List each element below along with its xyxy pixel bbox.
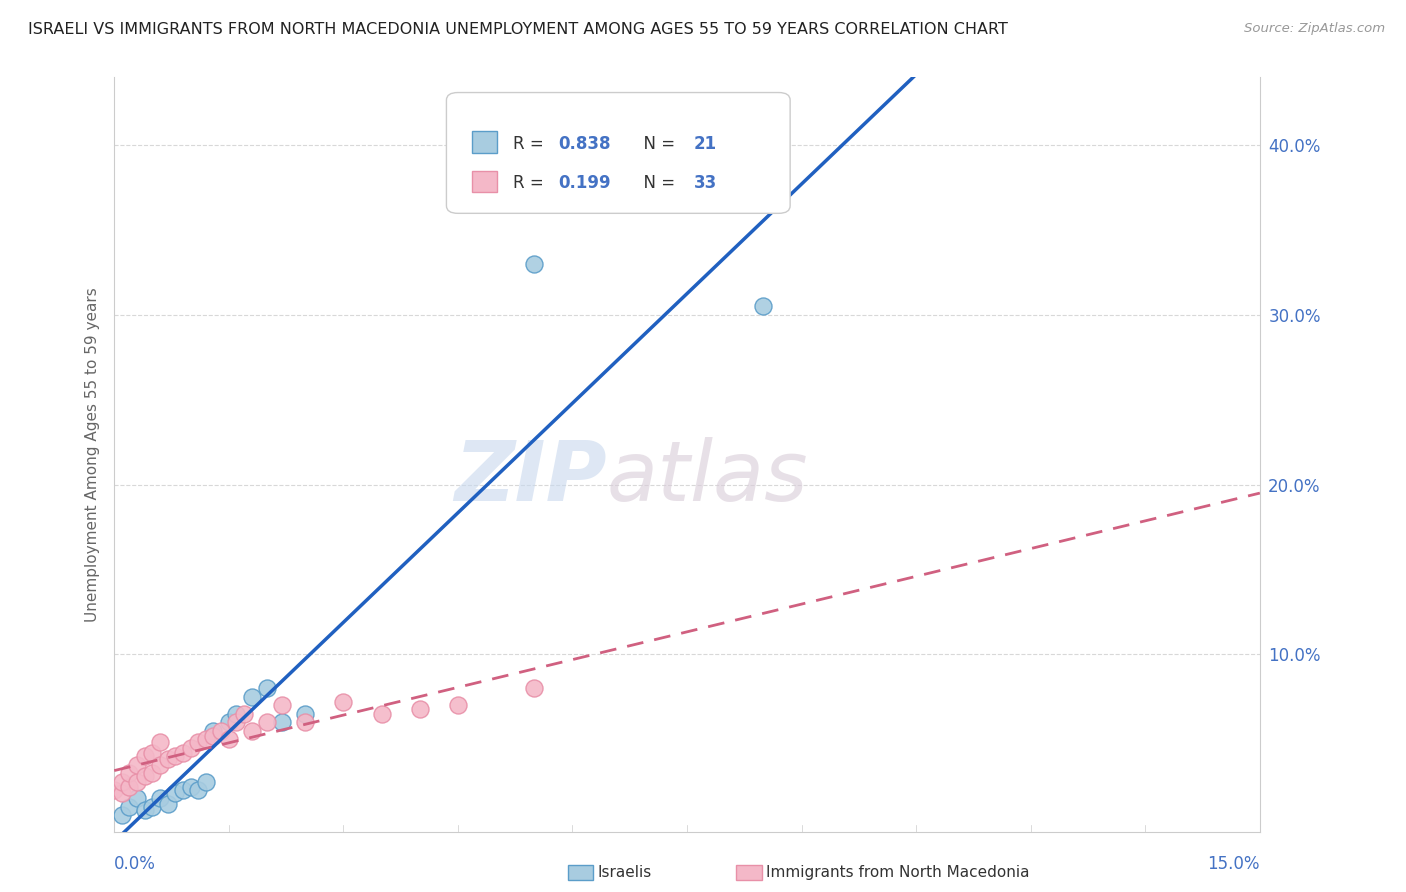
Point [294, 706, 316, 721]
Point [165, 749, 187, 764]
Text: 0.199: 0.199 [558, 174, 612, 192]
Point [149, 735, 172, 749]
Text: 33: 33 [695, 174, 717, 192]
Point [294, 715, 316, 730]
Point [194, 774, 217, 789]
Point [256, 681, 278, 696]
Point [141, 746, 163, 760]
Point [118, 766, 141, 780]
Point [149, 757, 172, 772]
Point [127, 791, 149, 805]
Text: 0.0%: 0.0% [114, 855, 156, 872]
Point [202, 729, 225, 743]
Point [187, 735, 209, 749]
Point [111, 786, 134, 800]
Text: Source: ZipAtlas.com: Source: ZipAtlas.com [1244, 22, 1385, 36]
Text: atlas: atlas [607, 437, 808, 518]
FancyBboxPatch shape [447, 93, 790, 213]
Text: Immigrants from North Macedonia: Immigrants from North Macedonia [766, 865, 1029, 880]
FancyBboxPatch shape [471, 170, 496, 192]
Text: 21: 21 [695, 135, 717, 153]
Point [523, 681, 546, 696]
Point [134, 769, 156, 783]
Point [271, 715, 294, 730]
Point [225, 715, 247, 730]
Point [752, 300, 775, 314]
Point [256, 715, 278, 730]
Point [209, 723, 232, 738]
Point [118, 800, 141, 814]
Point [141, 766, 163, 780]
Point [332, 695, 354, 709]
Point [233, 706, 256, 721]
Point [172, 746, 194, 760]
Point [127, 757, 149, 772]
Point [134, 749, 156, 764]
Text: ISRAELI VS IMMIGRANTS FROM NORTH MACEDONIA UNEMPLOYMENT AMONG AGES 55 TO 59 YEAR: ISRAELI VS IMMIGRANTS FROM NORTH MACEDON… [28, 22, 1008, 37]
Point [111, 774, 134, 789]
Point [271, 698, 294, 713]
Point [218, 715, 240, 730]
Point [141, 800, 163, 814]
Text: 15.0%: 15.0% [1208, 855, 1260, 872]
Point [149, 791, 172, 805]
Point [127, 774, 149, 789]
Point [447, 698, 470, 713]
Point [370, 706, 392, 721]
Point [240, 723, 263, 738]
Point [156, 752, 179, 766]
Text: R =: R = [513, 174, 548, 192]
Y-axis label: Unemployment Among Ages 55 to 59 years: Unemployment Among Ages 55 to 59 years [86, 287, 100, 623]
Point [523, 257, 546, 271]
Text: N =: N = [633, 135, 681, 153]
Point [134, 803, 156, 817]
Point [194, 732, 217, 747]
Point [218, 732, 240, 747]
Text: R =: R = [513, 135, 548, 153]
Point [118, 780, 141, 794]
FancyBboxPatch shape [471, 131, 496, 153]
Point [103, 783, 125, 797]
Text: 0.838: 0.838 [558, 135, 612, 153]
Point [180, 780, 202, 794]
Point [165, 786, 187, 800]
Point [202, 723, 225, 738]
Point [111, 808, 134, 822]
Point [172, 783, 194, 797]
Text: ZIP: ZIP [454, 437, 607, 518]
Point [187, 783, 209, 797]
Text: Israelis: Israelis [598, 865, 651, 880]
Point [156, 797, 179, 811]
Point [225, 706, 247, 721]
Point [409, 701, 432, 715]
Point [180, 740, 202, 755]
Point [240, 690, 263, 704]
Text: N =: N = [633, 174, 681, 192]
